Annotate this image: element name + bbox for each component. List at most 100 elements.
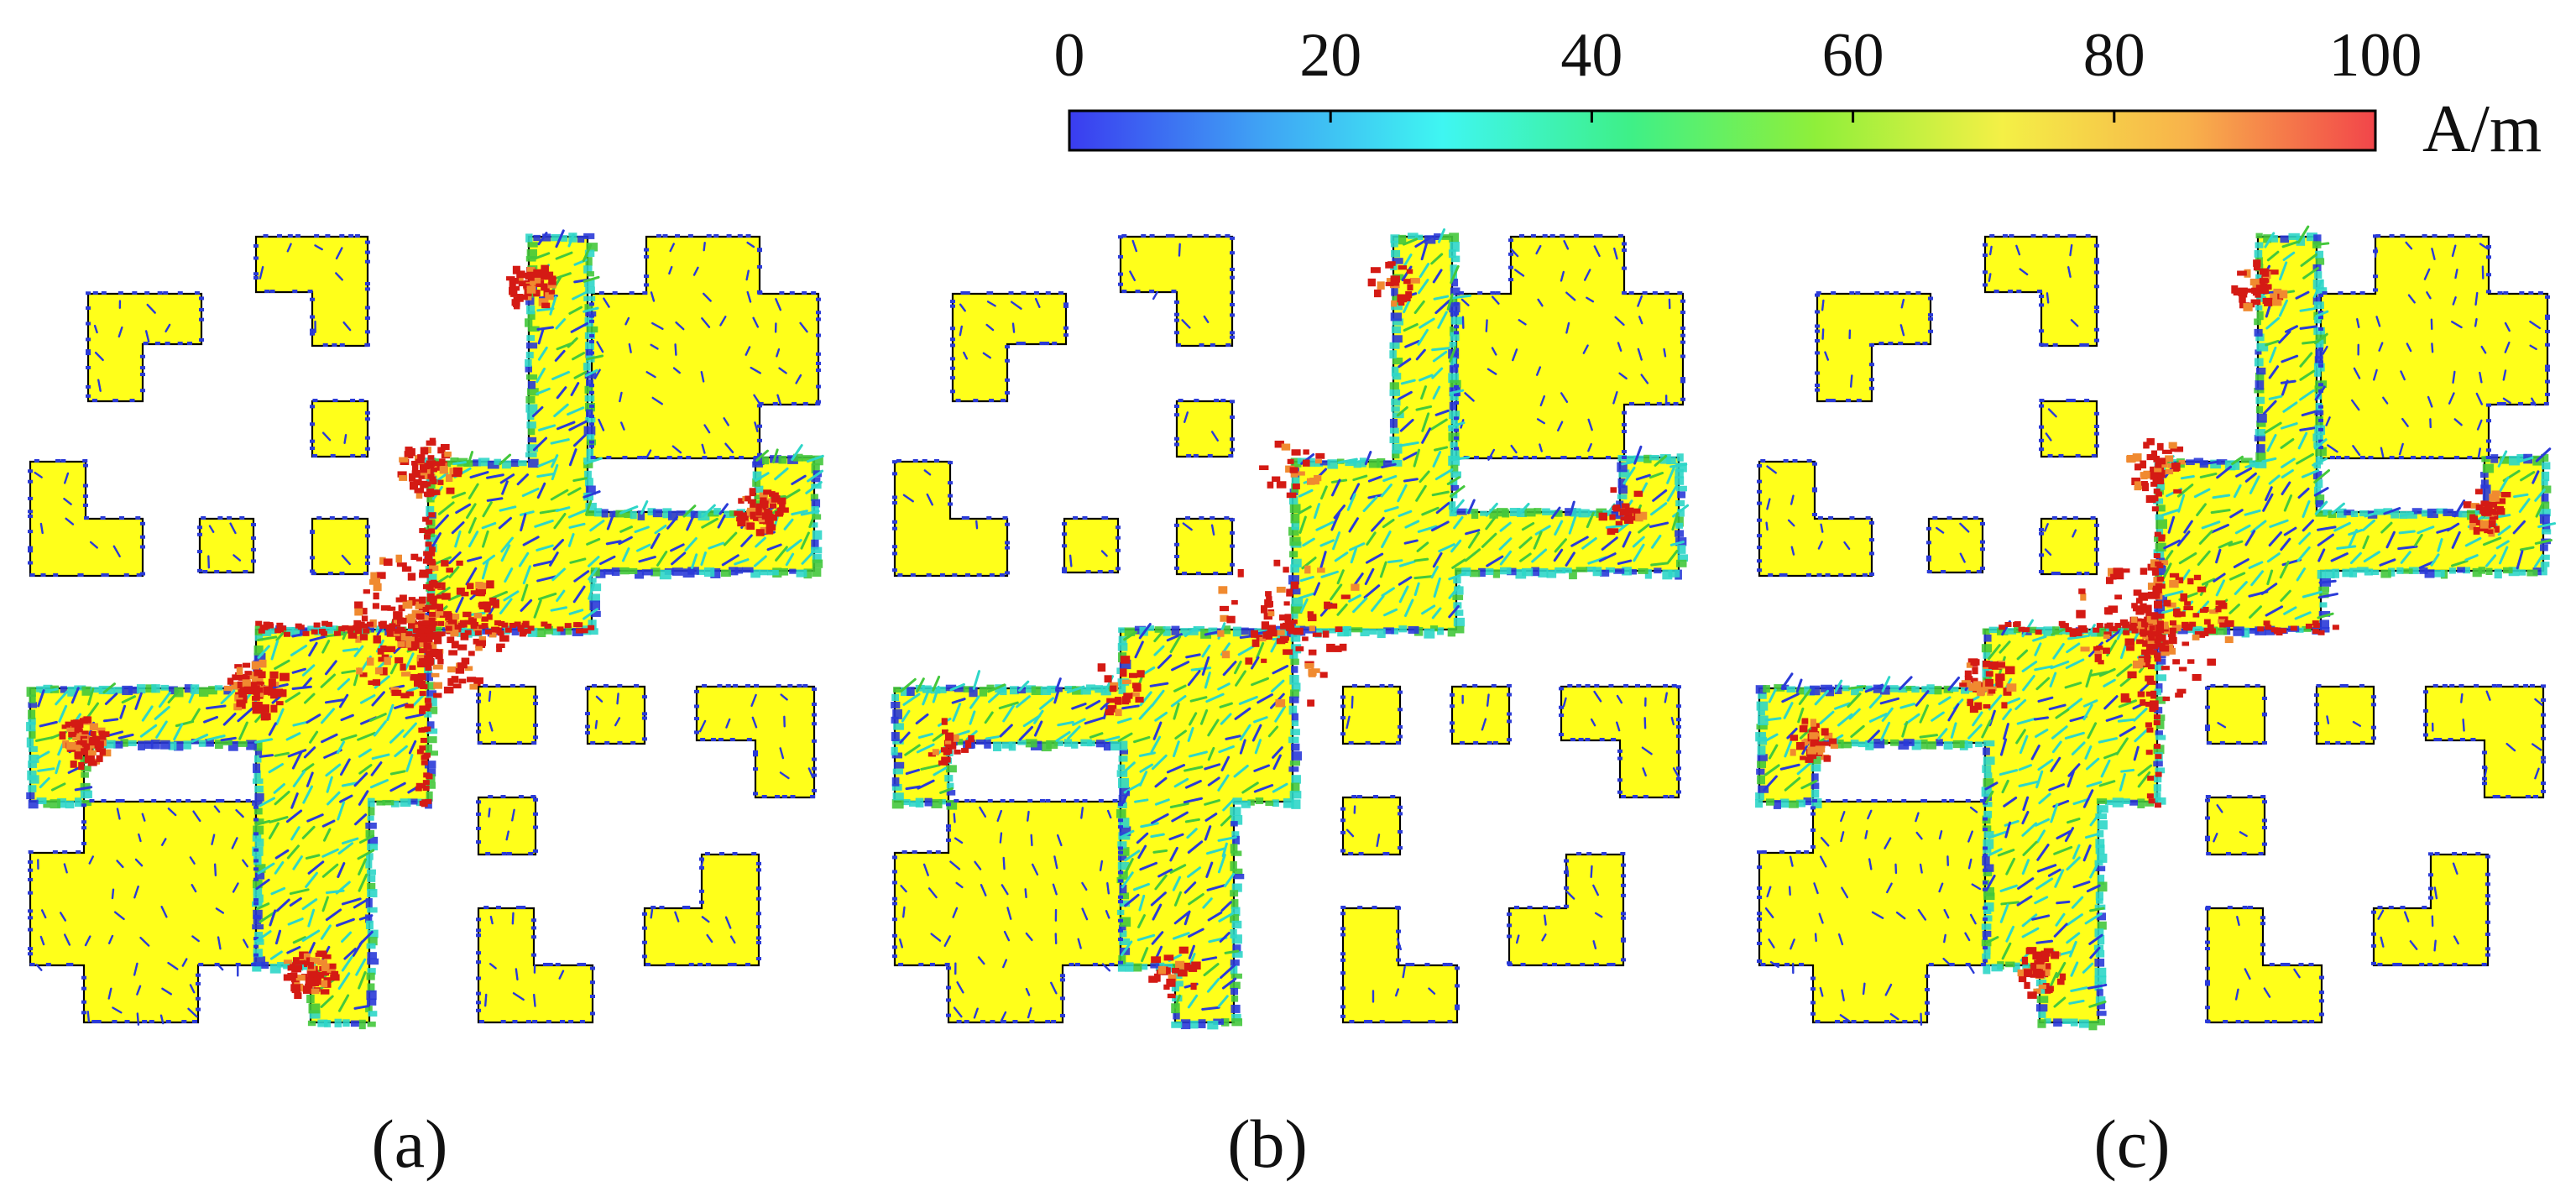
- edge-current: [367, 952, 377, 959]
- edge-current: [1816, 291, 1821, 295]
- current-vector: [1398, 585, 1409, 604]
- edge-current: [292, 290, 298, 293]
- hot-spot: [259, 659, 267, 668]
- edge-current: [1932, 516, 1938, 520]
- current-vector: [1429, 418, 1448, 431]
- edge-current: [426, 768, 436, 776]
- edge-current: [1225, 343, 1231, 347]
- hot-spot: [252, 701, 260, 710]
- edge-current: [585, 724, 590, 729]
- edge-current: [367, 958, 379, 965]
- current-vector: [1959, 522, 1970, 533]
- current-vector: [141, 705, 154, 722]
- edge-current: [1472, 684, 1478, 687]
- current-vector: [1364, 451, 1372, 466]
- hot-spot: [1633, 490, 1643, 497]
- hot-spot: [441, 560, 449, 567]
- current-vector: [1398, 390, 1413, 400]
- edge-current: [2541, 478, 2548, 486]
- edge-current: [1758, 715, 1769, 726]
- edge-current: [1811, 789, 1820, 798]
- current-vector: [1419, 263, 1430, 279]
- current-vector: [537, 457, 557, 468]
- current-vector: [1003, 930, 1011, 942]
- current-vector: [1382, 474, 1398, 483]
- edge-current: [980, 1020, 985, 1023]
- edge-current: [2262, 713, 2267, 717]
- hot-spot: [419, 691, 426, 697]
- current-vector: [1207, 746, 1215, 761]
- current-vector: [795, 374, 802, 384]
- current-vector: [1428, 987, 1436, 995]
- current-vector: [1601, 536, 1618, 551]
- edge-current: [641, 569, 653, 576]
- edge-current: [34, 459, 39, 463]
- hot-spot: [433, 693, 442, 698]
- current-vector: [302, 785, 314, 804]
- current-vector: [537, 232, 548, 246]
- edge-current: [339, 572, 345, 575]
- current-vector: [88, 855, 94, 865]
- edge-current: [1047, 685, 1057, 693]
- edge-current: [228, 740, 238, 751]
- current-vector: [1077, 938, 1082, 949]
- hot-spot: [393, 619, 400, 625]
- current-vector: [567, 233, 575, 248]
- edge-current: [525, 318, 533, 327]
- current-vector: [904, 744, 921, 756]
- edge-current: [590, 980, 595, 985]
- current-vector: [404, 652, 415, 671]
- edge-current: [253, 867, 259, 871]
- edge-current: [1214, 399, 1220, 402]
- hot-spot: [280, 672, 290, 682]
- edge-current: [585, 485, 596, 495]
- current-vector: [139, 936, 150, 947]
- colorbar-ticks: 0 20 40 60 80 100: [1054, 21, 2422, 123]
- hot-spot: [1317, 567, 1325, 573]
- edge-current: [751, 852, 757, 855]
- edge-current: [1976, 570, 1982, 573]
- edge-current: [2324, 569, 2335, 579]
- edge-current: [1680, 327, 1685, 331]
- edge-current: [476, 693, 481, 697]
- edge-current: [1054, 740, 1063, 746]
- current-vector: [1544, 914, 1547, 926]
- hot-spot: [410, 553, 419, 561]
- edge-current: [269, 290, 275, 293]
- current-vector: [63, 863, 68, 874]
- edge-current: [140, 545, 145, 549]
- hot-spot: [424, 698, 431, 703]
- edge-current: [950, 304, 955, 308]
- current-vector: [1790, 546, 1795, 556]
- edge-current: [1055, 687, 1063, 693]
- edge-current: [1654, 567, 1662, 574]
- current-vector: [1150, 735, 1162, 754]
- edge-current: [2263, 234, 2272, 243]
- edge-current: [1000, 799, 1006, 802]
- current-vector: [1203, 315, 1210, 323]
- edge-current: [812, 687, 817, 692]
- edge-current: [1230, 251, 1235, 255]
- current-vector: [953, 1006, 963, 1018]
- edge-current: [1230, 965, 1238, 975]
- edge-current: [2052, 343, 2058, 347]
- edge-current: [1349, 1020, 1355, 1023]
- edge-current: [1898, 342, 1904, 345]
- hot-spot: [424, 657, 431, 663]
- edge-current: [568, 1020, 574, 1023]
- hot-spot: [79, 718, 88, 724]
- hot-spot: [943, 750, 951, 755]
- edge-current: [1621, 916, 1626, 920]
- edge-current: [1560, 234, 1565, 238]
- current-vector: [536, 367, 546, 384]
- edge-current: [2318, 347, 2323, 351]
- edge-current: [1622, 248, 1627, 253]
- edge-current: [1983, 839, 1994, 849]
- hot-spot: [428, 617, 436, 623]
- current-vector: [1790, 494, 1795, 505]
- current-vector: [1223, 872, 1236, 888]
- current-vector: [483, 993, 488, 1007]
- current-vector: [155, 720, 168, 739]
- current-vector: [2474, 291, 2479, 306]
- edge-current: [1449, 233, 1460, 243]
